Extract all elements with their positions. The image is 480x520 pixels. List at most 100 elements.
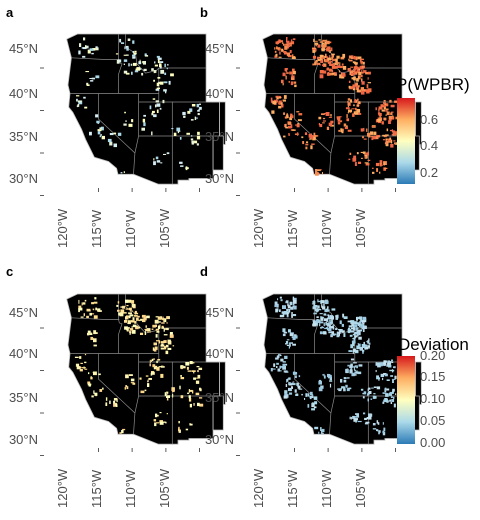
forest-patch <box>291 76 295 80</box>
forest-patch <box>153 342 157 346</box>
forest-patch <box>337 122 341 125</box>
forest-patch <box>336 116 341 119</box>
forest-patch <box>294 84 297 88</box>
forest-patch <box>196 143 199 146</box>
forest-patch <box>178 429 181 433</box>
forest-patch <box>319 41 324 43</box>
forest-patch <box>132 51 135 53</box>
forest-patch <box>382 422 384 425</box>
forest-patch <box>328 68 332 72</box>
forest-patch <box>362 61 365 65</box>
forest-patch <box>310 145 313 150</box>
forest-patch <box>361 157 363 159</box>
forest-patch <box>157 325 161 330</box>
forest-patch <box>292 129 296 131</box>
forest-patch <box>376 168 378 172</box>
forest-patch <box>318 39 321 41</box>
forest-patch <box>164 346 167 350</box>
forest-patch <box>362 151 366 154</box>
forest-patch <box>330 314 333 317</box>
forest-patch <box>363 412 366 415</box>
forest-patch <box>390 401 393 404</box>
forest-patch <box>346 368 349 373</box>
forest-patch <box>153 358 155 360</box>
forest-patch <box>385 142 389 147</box>
forest-patch <box>338 129 341 132</box>
forest-patch <box>140 318 142 321</box>
forest-patch <box>357 316 361 320</box>
forest-patch <box>93 301 98 304</box>
forest-patch <box>161 318 165 321</box>
forest-patch <box>183 115 186 118</box>
forest-patch <box>360 388 364 391</box>
forest-patch <box>286 37 288 40</box>
forest-patch <box>283 311 288 315</box>
forest-patch <box>288 387 292 392</box>
forest-patch <box>350 370 352 372</box>
forest-patch <box>283 331 288 334</box>
forest-patch <box>354 369 356 372</box>
forest-patch <box>109 400 111 404</box>
forest-patch <box>329 55 331 59</box>
forest-patch <box>339 120 343 123</box>
forest-patch <box>393 366 396 369</box>
forest-patch <box>348 109 352 113</box>
forest-patch <box>137 315 140 318</box>
forest-patch <box>83 313 85 317</box>
forest-patch <box>367 393 369 396</box>
forest-patch <box>390 112 393 116</box>
forest-patch <box>361 326 364 330</box>
forest-patch <box>286 45 290 48</box>
forest-patch <box>275 357 279 360</box>
forest-patch <box>314 426 319 430</box>
forest-patch <box>274 304 277 308</box>
forest-patch <box>393 403 396 408</box>
forest-patch <box>319 331 323 335</box>
forest-patch <box>395 393 397 395</box>
forest-patch <box>152 347 155 351</box>
forest-patch <box>386 388 390 391</box>
forest-patch <box>338 332 340 336</box>
forest-patch <box>326 68 329 71</box>
forest-patch <box>354 99 356 103</box>
forest-patch <box>291 54 294 57</box>
forest-patch <box>385 141 390 143</box>
forest-patch <box>291 312 293 316</box>
forest-patch <box>278 56 282 58</box>
forest-patch <box>298 375 301 378</box>
forest-patch <box>367 340 370 344</box>
panel-letter-b: b <box>200 5 208 20</box>
forest-patch <box>377 422 380 425</box>
forest-patch <box>86 82 89 85</box>
forest-patch <box>158 366 163 368</box>
forest-patch <box>189 403 192 408</box>
forest-patch <box>75 363 80 367</box>
forest-patch <box>91 52 94 55</box>
forest-patch <box>132 62 137 66</box>
forest-patch <box>276 43 278 45</box>
forest-patch <box>395 142 398 145</box>
forest-patch <box>279 40 283 43</box>
forest-patch <box>126 327 129 332</box>
forest-patch <box>298 113 303 116</box>
forest-patch <box>95 47 99 51</box>
forest-patch <box>312 306 316 310</box>
forest-patch <box>348 59 353 62</box>
forest-patch <box>278 105 282 109</box>
forest-patch <box>322 428 325 433</box>
forest-patch <box>352 88 355 91</box>
forest-patch <box>358 364 363 367</box>
forest-patch <box>354 416 358 418</box>
forest-patch <box>178 426 180 430</box>
forest-patch <box>315 169 318 173</box>
forest-patch <box>152 364 156 368</box>
lon-label-d-120: 120°W <box>251 468 266 508</box>
forest-patch <box>366 341 368 343</box>
forest-patch <box>361 70 363 73</box>
forest-patch <box>127 322 131 324</box>
forest-patch <box>199 403 204 407</box>
forest-patch <box>77 104 80 107</box>
forest-patch <box>97 129 102 132</box>
forest-patch <box>319 321 324 324</box>
